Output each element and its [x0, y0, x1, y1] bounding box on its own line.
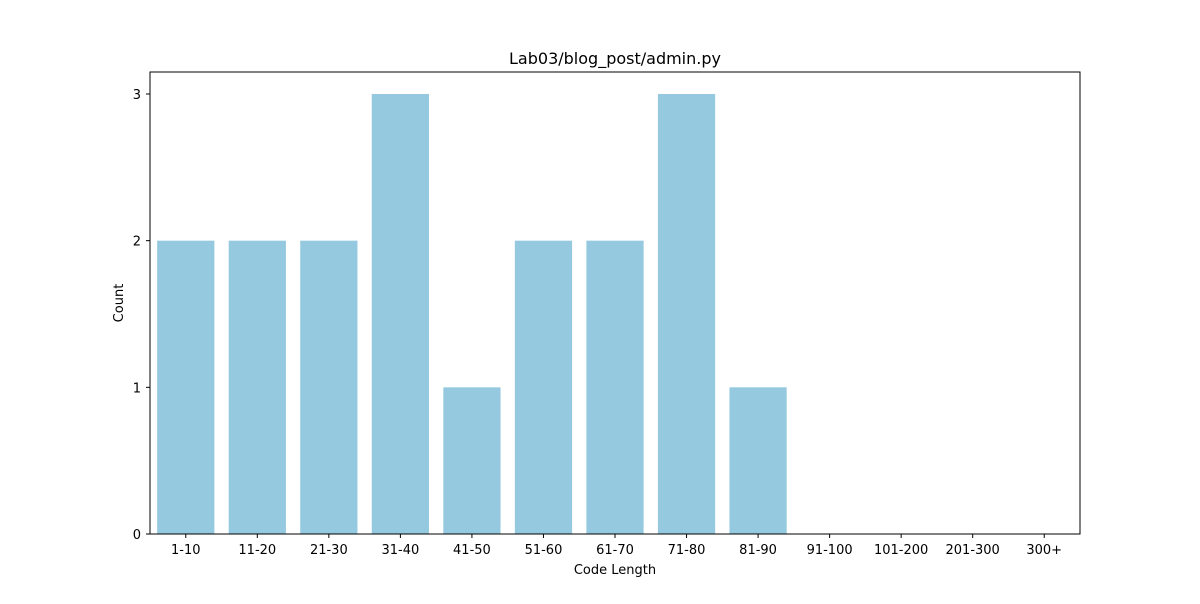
bar-21-30	[300, 240, 358, 535]
bar-41-50	[443, 387, 501, 534]
y-tick-label: 2	[133, 235, 141, 250]
x-tick-label: 61-70	[596, 543, 634, 558]
x-tick-label: 91-100	[807, 543, 853, 558]
x-tick-label: 71-80	[668, 543, 706, 558]
x-axis: 1-10 11-20 21-30 31-40 41-50 51-60 61-70 71-80 8…	[171, 534, 1062, 558]
x-tick-label: 101-200	[874, 543, 928, 558]
bar-11-20	[228, 240, 286, 535]
x-tick-label: 1-10	[171, 543, 201, 558]
x-tick-label: 21-30	[310, 543, 348, 558]
bar-31-40	[371, 94, 429, 534]
bar-61-70	[586, 240, 644, 535]
x-tick-label: 81-90	[739, 543, 777, 558]
y-axis-label: Count	[112, 284, 127, 323]
y-tick-label: 0	[133, 528, 141, 543]
x-tick-label: 201-300	[946, 543, 1000, 558]
bar-81-90	[729, 387, 787, 534]
bar-1-10	[157, 240, 215, 535]
y-tick-label: 1	[133, 381, 141, 396]
chart-title: Lab03/blog_post/admin.py	[509, 49, 721, 69]
bar-51-60	[514, 240, 573, 535]
x-tick-label: 31-40	[381, 543, 419, 558]
bars-layer	[157, 94, 787, 535]
bar-71-80	[657, 94, 716, 534]
x-tick-label: 11-20	[238, 543, 276, 558]
y-tick-label: 3	[133, 88, 141, 103]
x-tick-label: 51-60	[525, 543, 563, 558]
x-tick-label: 300+	[1026, 543, 1062, 558]
y-axis: 0 1 2 3	[133, 88, 150, 543]
x-tick-label: 41-50	[453, 543, 491, 558]
x-axis-label: Code Length	[574, 563, 656, 578]
